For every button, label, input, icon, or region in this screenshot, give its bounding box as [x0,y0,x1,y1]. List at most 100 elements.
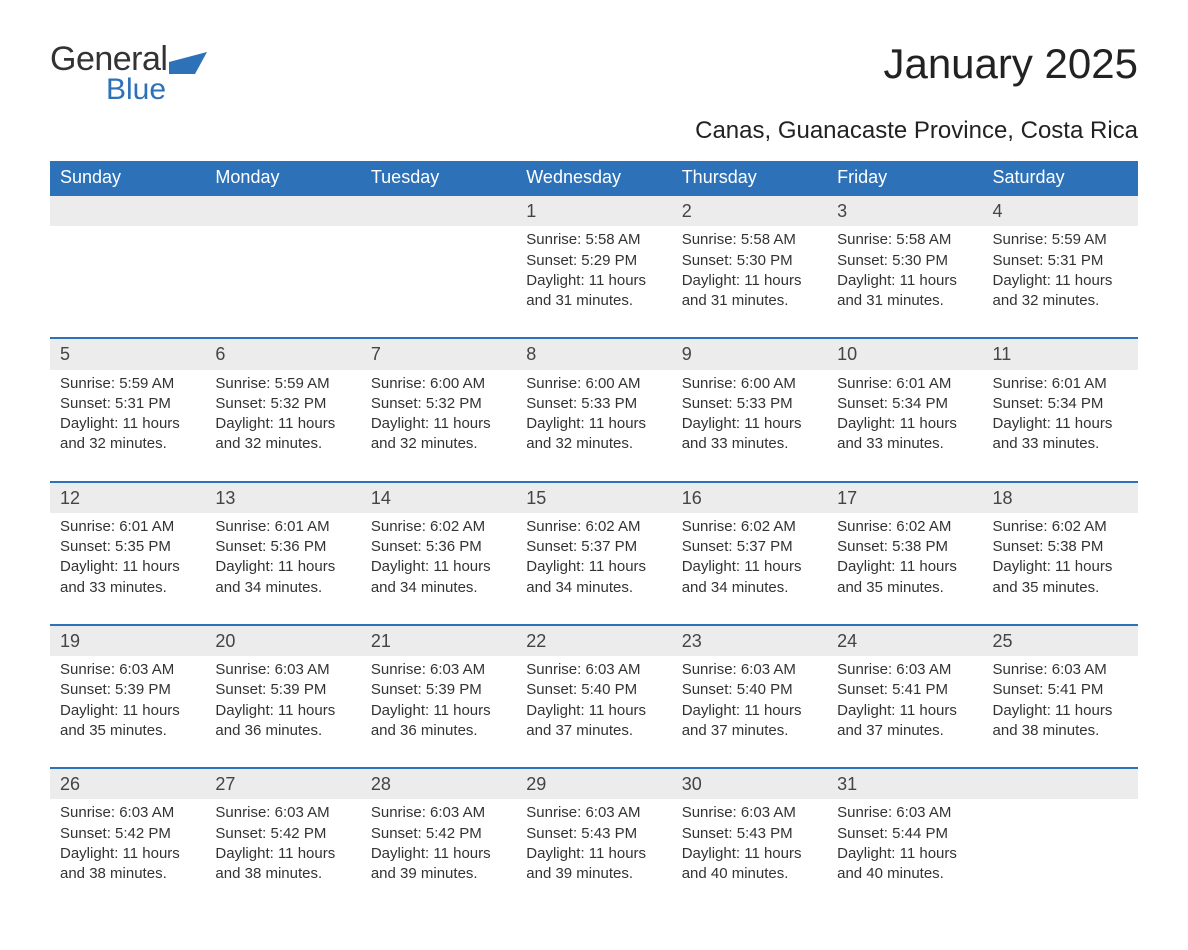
sunrise-line: Sunrise: 6:03 AM [682,803,817,823]
daylight-line: Daylight: 11 hours and 32 minutes. [60,414,195,455]
daylight-line: Daylight: 11 hours and 38 minutes. [60,844,195,885]
day-number: 9 [672,339,827,369]
sunset-line: Sunset: 5:42 PM [215,824,350,844]
sunset-line: Sunset: 5:38 PM [993,537,1128,557]
sunset-line: Sunset: 5:40 PM [682,680,817,700]
calendar-day-cell: 31Sunrise: 6:03 AMSunset: 5:44 PMDayligh… [827,768,982,910]
daylight-line: Daylight: 11 hours and 34 minutes. [526,557,661,598]
calendar-day-cell: 12Sunrise: 6:01 AMSunset: 5:35 PMDayligh… [50,482,205,625]
page-title: January 2025 [883,40,1138,88]
calendar-day-cell: 21Sunrise: 6:03 AMSunset: 5:39 PMDayligh… [361,625,516,768]
daylight-line: Daylight: 11 hours and 37 minutes. [837,701,972,742]
day-number: 27 [205,769,360,799]
day-number: 11 [983,339,1138,369]
calendar-day-cell: 9 Sunrise: 6:00 AMSunset: 5:33 PMDaylight… [672,338,827,481]
header: General Blue January 2025 [50,40,1138,107]
sunset-line: Sunset: 5:42 PM [371,824,506,844]
sunset-line: Sunset: 5:44 PM [837,824,972,844]
sunrise-line: Sunrise: 6:03 AM [837,660,972,680]
day-number: 8 [516,339,671,369]
day-number: 3 [827,196,982,226]
sunrise-line: Sunrise: 6:02 AM [837,517,972,537]
calendar-day-cell: 28Sunrise: 6:03 AMSunset: 5:42 PMDayligh… [361,768,516,910]
day-number: 14 [361,483,516,513]
sunrise-line: Sunrise: 6:00 AM [371,374,506,394]
calendar-day-cell: 27 Sunrise: 6:03 AMSunset: 5:42 PMDayligh… [205,768,360,910]
daylight-line: Daylight: 11 hours and 31 minutes. [837,271,972,312]
day-number: 5 [50,339,205,369]
sunrise-line: Sunrise: 6:00 AM [682,374,817,394]
sunrise-line: Sunrise: 6:03 AM [215,660,350,680]
calendar-day-cell: 18Sunrise: 6:02 AMSunset: 5:38 PMDayligh… [983,482,1138,625]
day-body: Sunrise: 6:03 AMSunset: 5:40 PMDaylight:… [672,656,827,741]
sunset-line: Sunset: 5:34 PM [837,394,972,414]
day-number: 2 [672,196,827,226]
daylight-line: Daylight: 11 hours and 37 minutes. [526,701,661,742]
day-number: 21 [361,626,516,656]
daylight-line: Daylight: 11 hours and 38 minutes. [215,844,350,885]
daylight-line: Daylight: 11 hours and 40 minutes. [837,844,972,885]
daylight-line: Daylight: 11 hours and 33 minutes. [837,414,972,455]
day-number: 25 [983,626,1138,656]
day-body: Sunrise: 6:00 AMSunset: 5:33 PMDaylight:… [516,370,671,455]
sunset-line: Sunset: 5:36 PM [215,537,350,557]
day-body: Sunrise: 5:59 AMSunset: 5:32 PMDaylight:… [205,370,360,455]
sunset-line: Sunset: 5:30 PM [682,251,817,271]
calendar-day-cell: 16Sunrise: 6:02 AMSunset: 5:37 PMDayligh… [672,482,827,625]
calendar-day-cell: 1Sunrise: 5:58 AMSunset: 5:29 PMDaylight… [516,195,671,338]
sunset-line: Sunset: 5:33 PM [682,394,817,414]
calendar-empty-cell [361,195,516,338]
day-number: 10 [827,339,982,369]
day-number [983,769,1138,799]
day-number: 7 [361,339,516,369]
day-number: 13 [205,483,360,513]
sunset-line: Sunset: 5:29 PM [526,251,661,271]
daylight-line: Daylight: 11 hours and 35 minutes. [837,557,972,598]
calendar-day-cell: 25Sunrise: 6:03 AMSunset: 5:41 PMDayligh… [983,625,1138,768]
calendar-day-cell: 24Sunrise: 6:03 AMSunset: 5:41 PMDayligh… [827,625,982,768]
daylight-line: Daylight: 11 hours and 34 minutes. [215,557,350,598]
calendar-day-cell: 8Sunrise: 6:00 AMSunset: 5:33 PMDaylight… [516,338,671,481]
sunrise-line: Sunrise: 5:59 AM [993,230,1128,250]
calendar-table: SundayMondayTuesdayWednesdayThursdayFrid… [50,161,1138,910]
sunset-line: Sunset: 5:39 PM [371,680,506,700]
calendar-day-cell: 4Sunrise: 5:59 AMSunset: 5:31 PMDaylight… [983,195,1138,338]
sunrise-line: Sunrise: 6:02 AM [371,517,506,537]
sunrise-line: Sunrise: 6:03 AM [215,803,350,823]
sunset-line: Sunset: 5:38 PM [837,537,972,557]
daylight-line: Daylight: 11 hours and 33 minutes. [682,414,817,455]
day-body: Sunrise: 6:01 AMSunset: 5:35 PMDaylight:… [50,513,205,598]
day-number: 26 [50,769,205,799]
day-body: Sunrise: 6:03 AMSunset: 5:43 PMDaylight:… [516,799,671,884]
calendar-day-cell: 2Sunrise: 5:58 AMSunset: 5:30 PMDaylight… [672,195,827,338]
sunset-line: Sunset: 5:40 PM [526,680,661,700]
sunset-line: Sunset: 5:37 PM [526,537,661,557]
day-number: 6 [205,339,360,369]
day-number: 29 [516,769,671,799]
calendar-day-cell: 15Sunrise: 6:02 AMSunset: 5:37 PMDayligh… [516,482,671,625]
calendar-day-cell: 6Sunrise: 5:59 AMSunset: 5:32 PMDaylight… [205,338,360,481]
day-body: Sunrise: 6:03 AMSunset: 5:44 PMDaylight:… [827,799,982,884]
daylight-line: Daylight: 11 hours and 33 minutes. [993,414,1128,455]
sunset-line: Sunset: 5:41 PM [993,680,1128,700]
sunrise-line: Sunrise: 6:03 AM [526,660,661,680]
day-number: 28 [361,769,516,799]
day-body: Sunrise: 6:02 AMSunset: 5:38 PMDaylight:… [827,513,982,598]
day-number: 22 [516,626,671,656]
weekday-header: Saturday [983,161,1138,195]
day-body [361,226,516,230]
calendar-day-cell: 19Sunrise: 6:03 AMSunset: 5:39 PMDayligh… [50,625,205,768]
day-number: 12 [50,483,205,513]
weekday-header: Sunday [50,161,205,195]
sunrise-line: Sunrise: 6:02 AM [993,517,1128,537]
day-body: Sunrise: 6:03 AMSunset: 5:43 PMDaylight:… [672,799,827,884]
sunset-line: Sunset: 5:37 PM [682,537,817,557]
day-body: Sunrise: 6:01 AMSunset: 5:36 PMDaylight:… [205,513,360,598]
sunrise-line: Sunrise: 6:03 AM [371,660,506,680]
sunset-line: Sunset: 5:42 PM [60,824,195,844]
daylight-line: Daylight: 11 hours and 32 minutes. [215,414,350,455]
calendar-day-cell: 20Sunrise: 6:03 AMSunset: 5:39 PMDayligh… [205,625,360,768]
sunset-line: Sunset: 5:31 PM [993,251,1128,271]
day-number: 17 [827,483,982,513]
sunrise-line: Sunrise: 5:58 AM [837,230,972,250]
